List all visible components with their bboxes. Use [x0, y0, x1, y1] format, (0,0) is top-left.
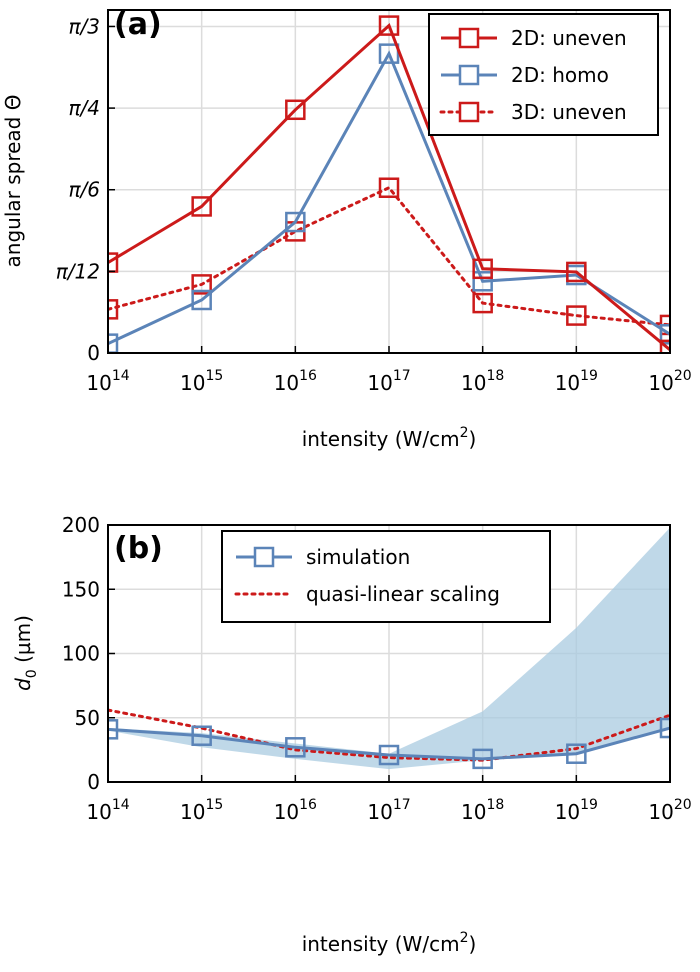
ticks-b: 1014 1015 1016 1017 1018 1019 1020 0 50 100 150 200	[62, 513, 692, 824]
series-0-marker	[472, 748, 493, 770]
series-line-0	[108, 23, 670, 352]
panel-b: 1014 1015 1016 1017 1018 1019 1020 0 50 100 150 200…	[11, 513, 692, 956]
x-tick-label: 1020	[648, 368, 691, 395]
legend-marker-0	[458, 27, 480, 49]
x-tick-label: 1014	[86, 797, 129, 824]
legend-box-b	[221, 530, 551, 623]
series-0-marker	[285, 99, 306, 121]
y-axis-label-b: d0 (µm)	[11, 615, 40, 691]
series-2-marker	[108, 299, 119, 320]
series-0-marker	[108, 252, 119, 273]
x-axis-label-a: intensity (W/cm2)	[302, 425, 477, 451]
ticks-a: 1014 1015 1016 1017 1018 1019 1020 0 π/12 π/6 π/4 π…	[56, 14, 692, 395]
series-1-marker	[285, 211, 306, 233]
series-0-marker	[191, 725, 212, 746]
uncertainty-band	[108, 527, 670, 770]
series-2-marker	[191, 274, 212, 295]
panel-label-b: (b)	[114, 531, 163, 566]
series-line-1	[108, 50, 670, 346]
series-1-marker	[659, 324, 670, 345]
legend-label-1: quasi-linear scaling	[306, 582, 500, 606]
x-tick-label: 1017	[367, 368, 410, 395]
x-tick-label: 1019	[555, 797, 598, 824]
series-1-marker	[191, 289, 212, 311]
y-tick-label: 50	[75, 706, 100, 730]
series-line-2	[108, 185, 670, 327]
legend-b: simulation quasi-linear scaling	[221, 530, 551, 623]
series-1-marker	[472, 271, 493, 292]
y-tick-label: π/3	[68, 14, 100, 38]
y-tick-label: π/4	[68, 96, 100, 120]
y-axis-label-a: angular spread Θ	[1, 95, 25, 268]
y-tick-label: 200	[62, 513, 100, 537]
legend-label-1: 2D: homo	[511, 63, 609, 87]
x-tick-label: 1019	[555, 368, 598, 395]
series-0-marker	[378, 744, 400, 766]
series-2-marker	[472, 292, 493, 314]
series-0-marker	[472, 258, 493, 280]
series-1-marker	[108, 333, 119, 353]
legend-label-2: 3D: uneven	[511, 100, 627, 124]
series-0-marker	[659, 717, 670, 739]
series-0-marker	[285, 737, 306, 758]
series-2-marker	[566, 305, 587, 326]
series-2-marker	[378, 177, 400, 198]
x-tick-label: 1020	[648, 797, 691, 824]
x-tick-label: 1018	[461, 368, 504, 395]
y-tick-label: 0	[87, 770, 100, 794]
y-tick-label: 150	[62, 577, 100, 601]
y-tick-label: π/12	[56, 259, 100, 283]
panel-a: 1014 1015 1016 1017 1018 1019 1020 0 π/12 π/6 π/4 π…	[1, 7, 692, 451]
series-0-marker	[659, 339, 670, 353]
x-tick-label: 1016	[274, 368, 317, 395]
panel-label-a: (a)	[114, 7, 162, 42]
y-tick-label: 100	[62, 642, 100, 666]
x-tick-label: 1015	[180, 368, 223, 395]
x-tick-label: 1018	[461, 797, 504, 824]
series-0-marker	[566, 261, 587, 283]
x-axis-label-b: intensity (W/cm2)	[302, 930, 477, 956]
plot-area-a	[108, 15, 670, 353]
x-tick-label: 1015	[180, 797, 223, 824]
series-0-marker	[566, 743, 587, 764]
x-tick-label: 1017	[367, 797, 410, 824]
legend-marker-0	[253, 546, 275, 568]
series-0-marker	[191, 196, 212, 217]
y-tick-label: 0	[87, 341, 100, 365]
legend-a: 2D: uneven 2D: homo 3D: uneven	[428, 13, 659, 136]
legend-label-0: 2D: uneven	[511, 26, 627, 50]
series-0-marker	[378, 15, 400, 36]
x-tick-label: 1014	[86, 368, 129, 395]
legend-marker-1	[458, 64, 480, 86]
series-0-marker	[108, 719, 119, 740]
legend-marker-2	[458, 101, 480, 123]
x-tick-label: 1016	[274, 797, 317, 824]
y-tick-label: π/6	[68, 178, 100, 202]
series-1-marker	[378, 43, 400, 64]
plot-area-b	[108, 527, 670, 770]
series-line-0	[108, 726, 670, 761]
legend-label-0: simulation	[306, 545, 410, 569]
series-line-1	[108, 708, 670, 762]
